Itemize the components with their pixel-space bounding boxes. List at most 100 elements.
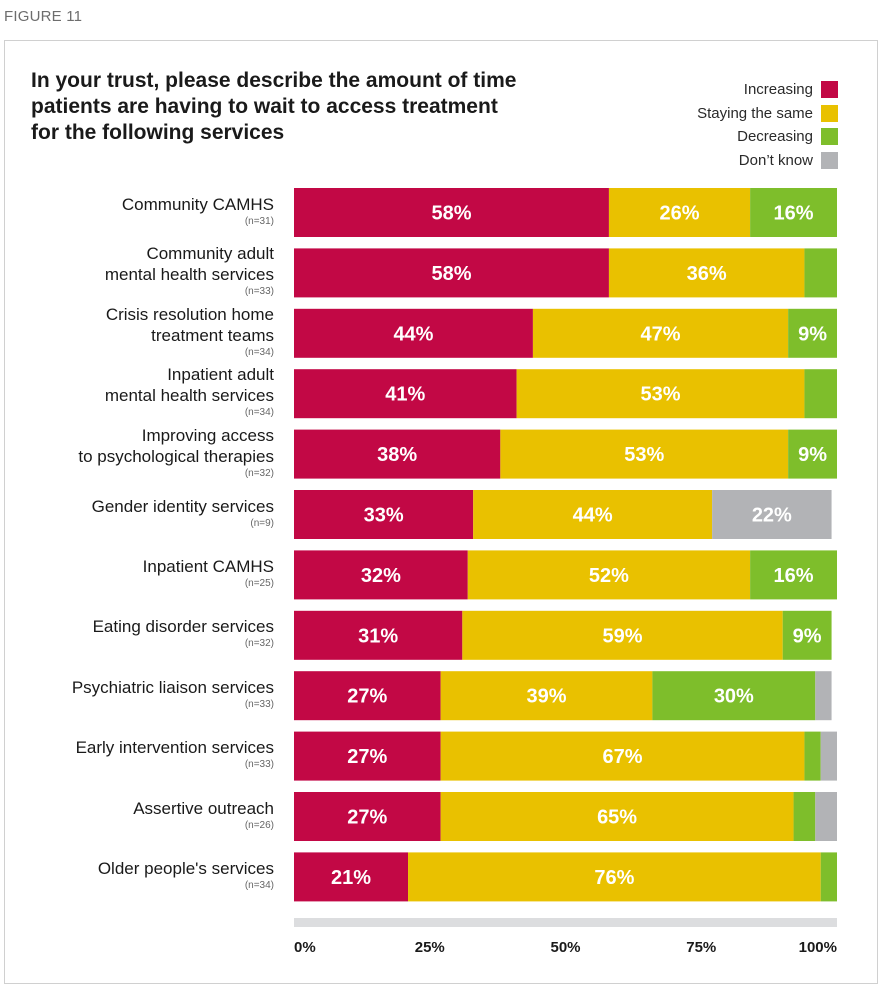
bar-segment: [820, 852, 837, 902]
category-label: Early intervention services (n=33): [76, 737, 274, 771]
category-label: Community CAMHS (n=31): [122, 194, 274, 228]
category-name: Older people's services: [97, 858, 274, 878]
data-label: 76%: [594, 867, 634, 889]
bar-segment: [532, 308, 789, 358]
bar-segment: [804, 731, 821, 781]
bar-segment: [820, 731, 837, 781]
sample-size: (n=34): [244, 346, 274, 358]
data-label: 9%: [793, 625, 822, 647]
bar-segment: [815, 671, 832, 721]
category-label: Inpatient CAMHS (n=25): [143, 556, 274, 590]
data-label: 65%: [597, 807, 637, 829]
chart-title-line: patients are having to wait to access tr…: [31, 95, 498, 118]
data-label: 47%: [641, 323, 681, 345]
bar-segment: [294, 671, 441, 721]
category-name: to psychological therapies: [78, 446, 274, 466]
bar-segment: [500, 429, 789, 479]
sample-size: (n=34): [244, 407, 274, 419]
category-name: Early intervention services: [75, 738, 274, 758]
data-label: 9%: [798, 323, 827, 345]
x-tick-label: 100%: [799, 939, 837, 956]
bar-segment: [440, 792, 794, 841]
bar-segment: [294, 248, 609, 298]
bar-segment: [294, 792, 441, 841]
sample-size: (n=33): [244, 286, 274, 298]
data-label: 30%: [714, 686, 754, 708]
figure-label: FIGURE 11: [4, 8, 83, 25]
category-label: Crisis resolution home treatment teams (n=…: [106, 304, 274, 359]
data-label: 44%: [573, 505, 613, 527]
data-label: 33%: [364, 505, 404, 527]
category-name: Community CAMHS: [121, 194, 274, 214]
x-tick-label: 25%: [415, 939, 445, 956]
data-label: 9%: [798, 444, 827, 466]
chart-title-line: In your trust, please describe the amoun…: [31, 69, 517, 92]
legend-item: Increasing: [697, 78, 838, 102]
data-label: 32%: [361, 565, 401, 587]
bar-segment: [440, 671, 653, 721]
bar-segment: [788, 429, 837, 479]
legend-swatch: [821, 104, 838, 122]
sample-size: (n=33): [244, 759, 274, 771]
sample-size: (n=31): [244, 215, 274, 227]
data-label: 22%: [752, 505, 792, 527]
category-name: mental health services: [104, 265, 274, 285]
x-tick-label: 50%: [550, 939, 580, 956]
bar-segment: [294, 429, 501, 479]
legend-swatch: [821, 151, 838, 169]
category-name: Gender identity services: [91, 496, 274, 516]
category-name: Improving access: [141, 425, 274, 445]
legend-label: Don’t know: [738, 151, 813, 169]
sample-size: (n=32): [244, 467, 274, 479]
data-label: 53%: [641, 384, 681, 406]
category-name: Inpatient adult: [167, 365, 274, 385]
legend-item: Staying the same: [697, 102, 838, 126]
sample-size: (n=25): [244, 577, 274, 589]
figure-frame: [4, 40, 878, 984]
category-label: Older people's services (n=34): [98, 858, 274, 892]
data-label: 58%: [431, 263, 471, 285]
data-label: 58%: [431, 203, 471, 225]
category-label: Community adult mental health services (n=…: [105, 243, 274, 298]
bar-segment: [793, 792, 816, 841]
bar-segment: [608, 248, 805, 298]
category-label: Inpatient adult mental health services (n=…: [105, 364, 274, 419]
sample-size: (n=32): [244, 638, 274, 650]
data-label: 39%: [526, 686, 566, 708]
x-tick-label: 0%: [294, 939, 316, 956]
bar-segment: [804, 369, 837, 419]
legend-label: Increasing: [743, 81, 813, 99]
category-label: Assertive outreach (n=26): [133, 798, 274, 832]
legend-label: Staying the same: [697, 104, 813, 122]
bar-segment: [294, 852, 409, 902]
bar-segment: [712, 490, 832, 539]
legend-swatch: [821, 81, 838, 99]
legend-label: Decreasing: [737, 128, 813, 146]
category-name: Community adult: [146, 244, 274, 264]
data-label: 16%: [774, 565, 814, 587]
category-name: Eating disorder services: [92, 617, 274, 637]
x-axis-band: [294, 918, 837, 927]
data-label: 27%: [347, 807, 387, 829]
bar-segment: [815, 792, 837, 841]
data-label: 41%: [385, 384, 425, 406]
data-label: 44%: [393, 323, 433, 345]
bar-segment: [652, 671, 816, 721]
data-label: 52%: [589, 565, 629, 587]
data-label: 38%: [377, 444, 417, 466]
data-label: 16%: [774, 203, 814, 225]
data-label: 59%: [603, 625, 643, 647]
bar-segment: [608, 188, 751, 237]
bar-segment: [750, 550, 837, 600]
bar-segment: [467, 550, 751, 600]
category-name: Crisis resolution home: [105, 304, 274, 324]
bar-segment: [473, 490, 713, 539]
data-label: 53%: [624, 444, 664, 466]
bar-segment: [408, 852, 821, 902]
category-label: Improving access to psychological therapi…: [78, 425, 274, 480]
data-label: 26%: [660, 203, 700, 225]
category-label: Eating disorder services (n=32): [93, 616, 274, 650]
bar-segment: [294, 369, 517, 419]
bar-segment: [294, 490, 474, 539]
